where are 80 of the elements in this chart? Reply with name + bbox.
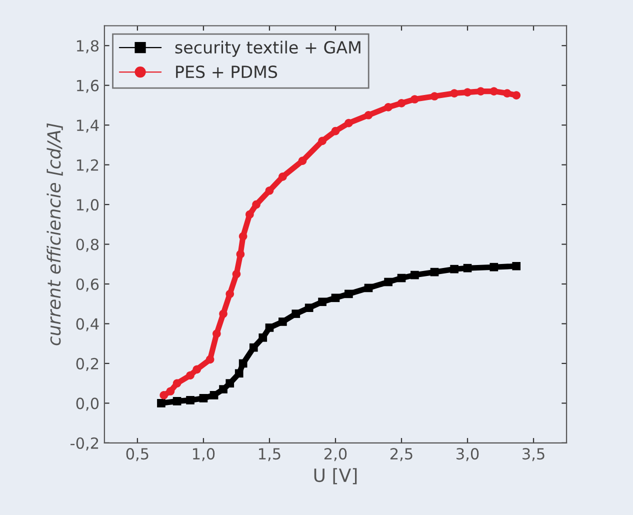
point xyxy=(476,87,485,96)
point xyxy=(249,343,258,352)
y-tick-label: 0,2 xyxy=(76,358,98,372)
point xyxy=(226,290,234,298)
point xyxy=(298,156,307,165)
point xyxy=(232,270,241,278)
point xyxy=(226,379,234,388)
point xyxy=(410,270,419,280)
point xyxy=(234,369,244,378)
point xyxy=(265,186,274,195)
y-tick-label: 1,6 xyxy=(76,80,99,93)
point xyxy=(304,304,314,312)
point xyxy=(397,99,406,108)
y-tick-label: 0,0 xyxy=(76,398,99,411)
x-tick-label: 3,5 xyxy=(522,448,544,462)
point xyxy=(160,391,168,400)
point xyxy=(219,385,228,394)
point xyxy=(238,359,248,368)
point xyxy=(210,391,218,400)
x-tick-label: 0,5 xyxy=(126,448,148,462)
point xyxy=(512,262,521,270)
point xyxy=(172,379,182,388)
point xyxy=(450,264,458,274)
point xyxy=(236,250,245,258)
point xyxy=(463,264,472,272)
point xyxy=(450,89,458,98)
point xyxy=(192,365,202,374)
point xyxy=(278,172,287,181)
point xyxy=(172,397,182,406)
y-tick-label: 1,2 xyxy=(76,159,98,172)
point xyxy=(490,262,498,272)
x-tick-label: 2,0 xyxy=(324,448,347,462)
x-tick-label: 1,0 xyxy=(192,448,215,462)
point xyxy=(331,126,340,136)
point xyxy=(410,95,419,104)
point xyxy=(186,396,194,404)
point xyxy=(318,298,326,306)
point xyxy=(252,200,260,209)
point xyxy=(206,355,214,364)
point xyxy=(384,103,392,112)
point xyxy=(292,310,300,318)
point xyxy=(157,399,166,408)
y-axis-title: current efficiencie [cd/A] xyxy=(46,123,63,346)
point xyxy=(199,394,208,402)
point xyxy=(219,310,228,318)
y-tick-label: 0,8 xyxy=(76,238,99,252)
x-tick-label: 2,5 xyxy=(390,448,412,462)
point xyxy=(278,318,287,326)
point xyxy=(364,284,373,292)
point xyxy=(397,274,406,282)
point xyxy=(384,278,392,286)
x-axis-title: U [V] xyxy=(314,468,357,484)
point xyxy=(212,329,221,338)
x-tick-label: 3,0 xyxy=(456,448,479,462)
point xyxy=(238,232,248,240)
point xyxy=(502,89,512,98)
point xyxy=(331,294,340,302)
point xyxy=(490,87,498,96)
x-tick-label: 1,5 xyxy=(259,448,280,462)
point xyxy=(246,210,254,219)
point xyxy=(318,136,326,146)
point xyxy=(463,88,472,96)
legend-label: security textile + GAM xyxy=(175,40,360,57)
point xyxy=(430,92,439,100)
y-tick-label: 0,4 xyxy=(76,318,99,332)
point xyxy=(364,110,373,120)
y-tick-label: -0,2 xyxy=(70,437,98,450)
legend-label: PES + PDMS xyxy=(176,66,278,78)
point xyxy=(186,371,194,380)
point xyxy=(512,91,521,100)
y-tick-label: 1,0 xyxy=(76,198,99,212)
y-tick-label: 1,4 xyxy=(76,120,99,133)
point xyxy=(166,387,175,396)
point xyxy=(344,290,353,298)
point xyxy=(344,118,353,128)
y-tick-label: 0,6 xyxy=(76,278,99,292)
point xyxy=(258,333,268,342)
point xyxy=(265,324,274,332)
point xyxy=(430,268,439,276)
y-tick-label: 1,8 xyxy=(76,40,99,54)
